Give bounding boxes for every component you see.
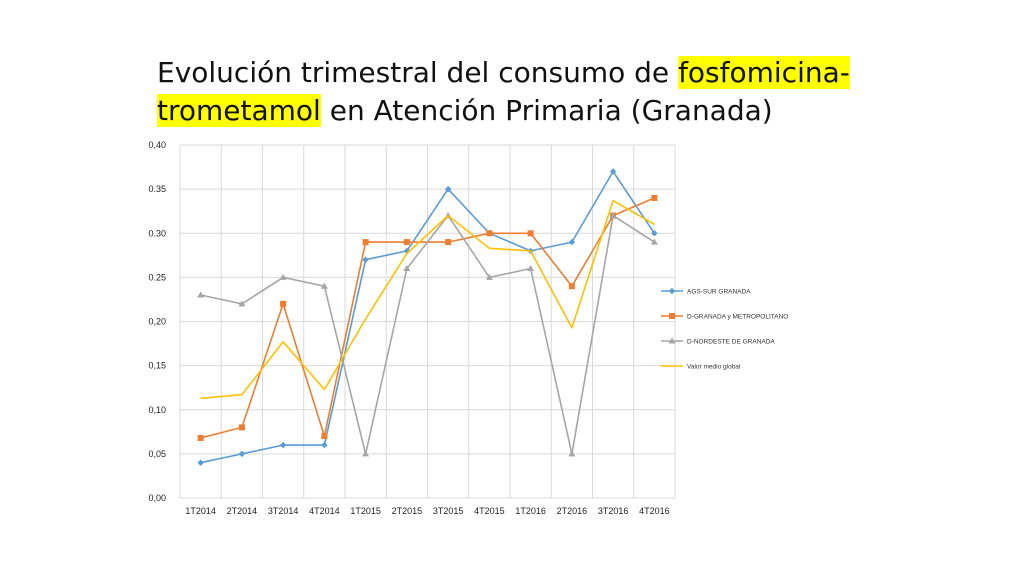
data-point [279, 273, 287, 280]
legend-item-3: D-NORDESTE DE GRANADA [661, 337, 775, 346]
data-point [362, 450, 370, 457]
title-part-2: en Atención Primaria (Granada) [320, 94, 773, 127]
y-tick-label: 0,10 [148, 405, 166, 415]
data-point [197, 291, 205, 298]
data-point [362, 256, 369, 263]
data-point [238, 450, 246, 458]
x-tick-label: 2T2016 [557, 506, 588, 516]
data-point [527, 265, 535, 272]
y-tick-label: 0,15 [148, 361, 166, 371]
y-tick-label: 0,40 [148, 140, 166, 150]
data-point [485, 273, 493, 280]
legend-marker [669, 313, 675, 319]
data-point [651, 194, 658, 201]
data-point [650, 238, 658, 245]
y-tick-label: 0,05 [148, 449, 166, 459]
data-point [362, 239, 369, 246]
data-point [321, 433, 328, 440]
x-tick-label: 1T2015 [350, 506, 381, 516]
legend-label: D-GRANADA y METROPOLITANO [687, 314, 788, 321]
legend-item-1: AGS-SUR GRANADA [661, 287, 751, 296]
y-tick-label: 0,20 [148, 317, 166, 327]
x-tick-label: 1T2014 [185, 506, 216, 516]
x-tick-label: 2T2014 [227, 506, 258, 516]
legend-marker [668, 337, 676, 344]
x-axis: 1T2014 2T2014 3T2014 4T2014 1T2015 2T2015 3T20… [185, 506, 669, 516]
title-highlight-1: fosfomicina- [678, 56, 850, 89]
x-tick-label: 4T2015 [474, 506, 505, 516]
data-point [486, 230, 493, 237]
x-tick-label: 4T2016 [639, 506, 670, 516]
y-tick-label: 0,00 [148, 493, 166, 503]
series-line [200, 214, 655, 455]
data-point [238, 424, 245, 431]
data-point [651, 230, 658, 237]
data-point [568, 238, 576, 246]
y-tick-label: 0.25 [148, 272, 166, 282]
slide-title: Evolución trimestral del consumo de fosf… [157, 54, 917, 130]
y-tick-label: 0.35 [148, 184, 166, 194]
x-tick-label: 3T2015 [433, 506, 464, 516]
x-tick-label: 1T2016 [515, 506, 546, 516]
legend-label: D-NORDESTE DE GRANADA [687, 339, 775, 346]
title-highlight-2: trometamol [157, 94, 321, 127]
series-line [200, 199, 655, 400]
y-axis: 0,00 0,05 0,10 0,15 0,20 0.25 0.30 0.35 0,40 [148, 140, 166, 503]
x-tick-label: 3T2016 [598, 506, 629, 516]
x-tick-label: 2T2015 [392, 506, 423, 516]
data-point [568, 450, 576, 457]
title-part-1: Evolución trimestral del consumo de [157, 56, 679, 89]
data-point [403, 239, 410, 246]
data-point [238, 300, 246, 307]
legend-label: Valor medio global [687, 364, 741, 371]
x-tick-label: 3T2014 [268, 506, 299, 516]
legend-item-4: Valor medio global [661, 364, 741, 371]
chart-legend: AGS-SUR GRANADA D-GRANADA y METROPOLITANO… [661, 287, 788, 371]
chart-gridlines [179, 144, 676, 499]
data-point [403, 265, 411, 272]
data-point [445, 239, 452, 246]
data-point [609, 212, 617, 219]
data-point [568, 283, 575, 290]
legend-label: AGS-SUR GRANADA [687, 289, 751, 296]
series-3 [197, 212, 658, 457]
data-point [527, 230, 534, 237]
data-point [197, 434, 204, 441]
data-point [197, 459, 204, 466]
chart-series [197, 168, 658, 466]
series-4 [200, 199, 655, 400]
series-line [200, 170, 656, 464]
data-point [279, 441, 287, 449]
data-point [280, 300, 287, 307]
data-point [320, 282, 328, 289]
data-point [321, 441, 328, 449]
data-point [609, 168, 617, 175]
y-tick-label: 0.30 [148, 228, 166, 238]
legend-marker [668, 287, 676, 295]
x-tick-label: 4T2014 [309, 506, 340, 516]
data-point [444, 185, 452, 193]
legend-item-2: D-GRANADA y METROPOLITANO [661, 313, 788, 321]
